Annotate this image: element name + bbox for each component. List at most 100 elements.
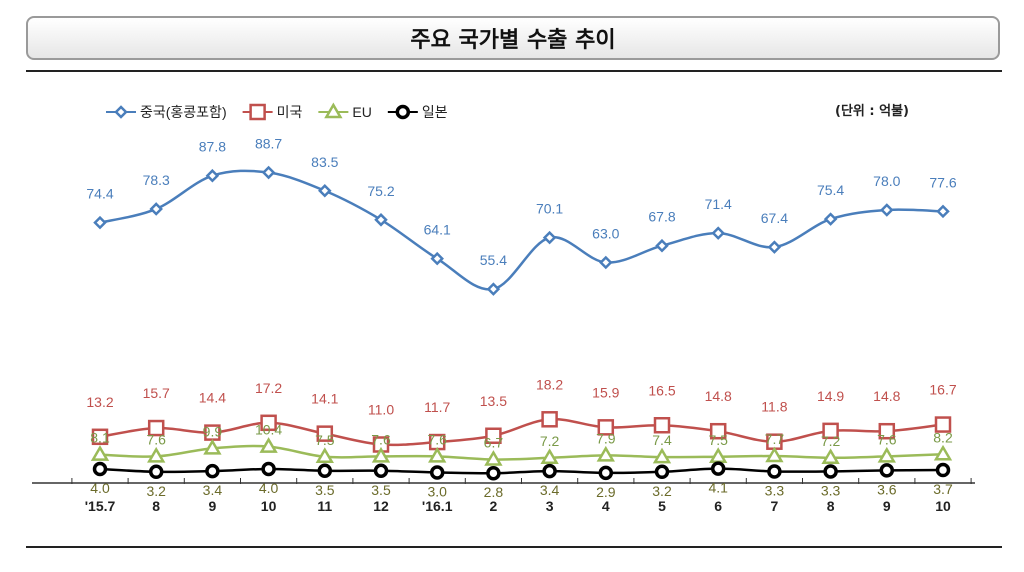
data-point-marker [486, 282, 501, 296]
x-tick-label: 2 [490, 498, 498, 514]
series-line [99, 169, 944, 291]
x-tick-label: 10 [935, 498, 951, 514]
data-point-marker [249, 103, 266, 121]
data-label: 11.7 [424, 399, 450, 415]
data-label: 3.3 [765, 482, 785, 498]
legend-item-0: 중국(홍콩포함) [106, 104, 227, 120]
data-point-marker [148, 464, 164, 480]
data-point-marker [93, 215, 107, 230]
data-point-marker [654, 464, 670, 480]
data-point-marker [259, 437, 278, 453]
data-label: 67.4 [761, 210, 788, 226]
x-tick-label: '16.1 [422, 498, 453, 514]
data-label: 71.4 [705, 196, 732, 212]
data-label: 14.9 [817, 388, 844, 404]
x-tick-label: 9 [209, 498, 217, 514]
legend-item-3: 일본 [387, 104, 448, 120]
data-label: 87.8 [199, 139, 226, 155]
chart-title-box: 주요 국가별 수출 추이 [26, 16, 1000, 60]
data-point-marker [430, 251, 444, 266]
data-label: 70.1 [536, 201, 563, 217]
data-label: 16.7 [929, 382, 956, 398]
data-point-marker [709, 447, 728, 463]
data-label: 64.1 [424, 222, 451, 238]
data-label: 7.7 [765, 431, 785, 447]
data-label: 4.0 [90, 480, 110, 496]
data-label: 2.8 [484, 484, 504, 500]
series-line [99, 417, 944, 447]
data-label: 14.4 [199, 390, 226, 406]
data-point-marker [147, 419, 165, 437]
x-tick-label: 5 [658, 498, 666, 514]
data-label: 88.7 [255, 136, 282, 152]
data-point-marker [428, 446, 447, 463]
data-point-marker [652, 447, 672, 464]
data-point-marker [936, 204, 950, 219]
data-point-marker [880, 203, 894, 217]
data-label: 10.4 [255, 422, 282, 438]
x-tick-label: 10 [261, 498, 277, 514]
series-line [99, 467, 944, 475]
data-label: 7.6 [371, 431, 391, 447]
data-point-marker [205, 463, 220, 479]
data-point-marker [90, 445, 110, 461]
bottom-divider [26, 546, 1002, 548]
x-tick-label: 11 [317, 498, 332, 514]
data-point-marker [710, 461, 726, 476]
series-3: 4.0 3.2 3.4 4.0 3.5 3.5 3.0 2.8 3.4 2.9 3.2 4.1 3.3 3… [90, 461, 953, 500]
data-point-marker [373, 463, 389, 478]
x-tick-label: 3 [546, 498, 554, 514]
data-point-marker [540, 448, 559, 465]
data-label: 67.8 [648, 209, 675, 225]
data-point-marker [823, 464, 838, 479]
data-label: 7.9 [596, 430, 616, 446]
data-label: 11.8 [761, 399, 787, 415]
x-tick-label: 7 [771, 498, 779, 514]
data-label: 78.0 [873, 173, 900, 189]
data-point-marker [324, 102, 343, 119]
data-label: 8.1 [90, 430, 110, 446]
data-label: 3.0 [427, 484, 447, 500]
data-point-marker [318, 183, 332, 198]
data-label: 3.4 [540, 482, 560, 498]
data-point-marker [486, 465, 501, 481]
series-0: 74.4 78.3 87.8 88.7 83.5 75.2 64.1 55.4 70.1 63.0… [86, 136, 957, 296]
data-label: 7.5 [315, 432, 335, 448]
data-label: 74.4 [86, 186, 113, 202]
data-point-marker [709, 422, 727, 440]
data-point-marker [395, 104, 411, 120]
data-point-marker [599, 255, 613, 270]
data-label: 77.6 [929, 174, 956, 190]
data-label: 7.6 [146, 431, 166, 447]
chart-title: 주요 국가별 수출 추이 [410, 28, 616, 53]
data-point-marker [711, 226, 725, 240]
data-point-marker [316, 425, 334, 442]
data-point-marker [92, 461, 108, 477]
x-tick-label: 4 [602, 498, 610, 514]
data-point-marker [542, 463, 557, 479]
data-label: 3.2 [652, 483, 672, 499]
legend-label: 일본 [422, 104, 448, 120]
legend-item-1: 미국 [242, 103, 302, 121]
data-point-marker [114, 105, 128, 119]
top-divider [26, 70, 1002, 72]
data-label: 3.2 [146, 483, 166, 499]
data-point-marker [484, 450, 503, 466]
data-label: 7.4 [652, 432, 672, 448]
x-tick-label: 6 [714, 498, 722, 514]
data-label: 55.4 [480, 252, 507, 268]
data-point-marker [205, 168, 220, 183]
data-label: 11.0 [368, 402, 394, 418]
data-label: 3.5 [315, 482, 335, 498]
data-point-marker [933, 444, 953, 461]
x-tick-label: 8 [152, 498, 160, 514]
legend-label: EU [352, 104, 371, 120]
data-label: 16.5 [648, 382, 675, 398]
legend-item-2: EU [318, 102, 372, 120]
data-point-marker [765, 446, 784, 463]
data-label: 17.2 [255, 380, 282, 396]
data-point-marker [597, 419, 615, 436]
data-label: 13.2 [86, 394, 113, 410]
data-point-marker [149, 202, 163, 216]
